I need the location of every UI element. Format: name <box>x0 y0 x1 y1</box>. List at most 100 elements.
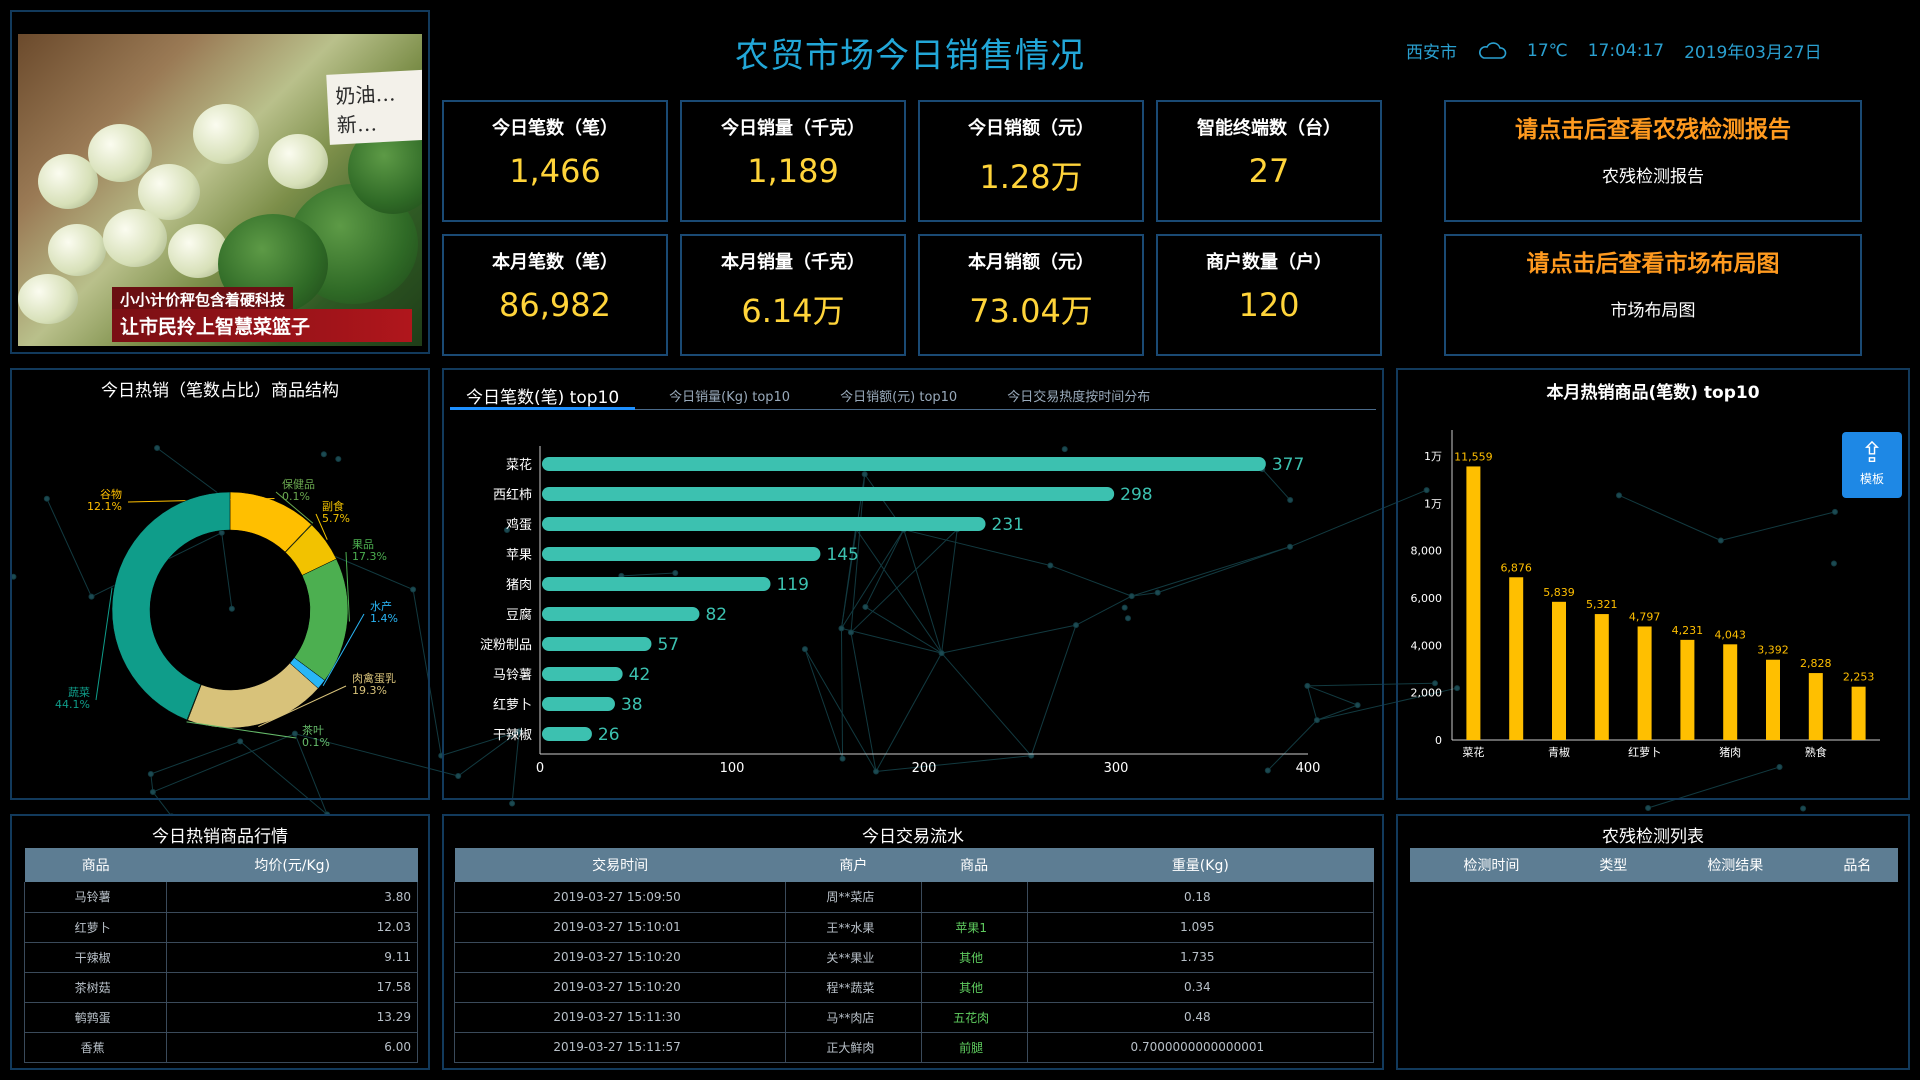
bar-item <box>1680 639 1695 740</box>
bar-value-label: 119 <box>776 575 808 595</box>
pesticide-report-link[interactable]: 请点击后查看农残检测报告 农残检测报告 <box>1444 100 1862 222</box>
news-caption-top: 小小计价秤包含着硬科技 <box>112 287 294 312</box>
bar-value-label: 11,559 <box>1454 450 1493 463</box>
kpi-value: 27 <box>1248 152 1290 190</box>
pesticide-check-panel: 农残检测列表 检测时间 类型 检测结果 品名 <box>1396 814 1910 1070</box>
table-cell: 前腿 <box>921 1032 1028 1063</box>
bar-猪肉 <box>1723 644 1738 740</box>
table-row[interactable]: 香蕉 6.00 <box>24 1032 418 1063</box>
column-header: 均价(元/Kg) <box>166 848 418 882</box>
kpi-label: 本月销量（千克） <box>721 252 865 273</box>
panel-title: 今日交易流水 <box>862 827 964 847</box>
bar-item <box>1851 686 1866 740</box>
flow-table-wrap[interactable]: 交易时间 商户 商品 重量(Kg) 2019-03-27 15:09:50 周**… <box>454 848 1374 1064</box>
bar-value-label: 4,797 <box>1629 610 1661 623</box>
x-tick-label: 400 <box>1296 761 1321 776</box>
x-tick-label: 100 <box>720 761 745 776</box>
kpi-value: 73.04万 <box>969 292 1093 330</box>
table-cell: 0.18 <box>1027 882 1374 913</box>
table-cell: 12.03 <box>166 912 418 943</box>
hot-goods-panel: 今日热销商品行情 商品 均价(元/Kg) 马铃薯 3.80 红萝卜 12.03 干辣椒 9… <box>10 814 430 1070</box>
table-cell: 1.095 <box>1027 912 1374 943</box>
x-tick-label: 红萝卜 <box>1628 746 1661 759</box>
tab-orders-top10[interactable]: 今日笔数(笔) top10 <box>450 376 636 410</box>
table-row[interactable]: 茶树菇 17.58 <box>24 972 418 1003</box>
hot-goods-table-wrap[interactable]: 商品 均价(元/Kg) 马铃薯 3.80 红萝卜 12.03 干辣椒 9.11 茶树菇 17.… <box>24 848 418 1064</box>
clock-time: 17:04:17 <box>1587 40 1665 61</box>
table-cell: 香蕉 <box>24 1032 168 1063</box>
table-row[interactable]: 干辣椒 9.11 <box>24 942 418 973</box>
donut-slice-肉禽蛋乳 <box>187 662 319 729</box>
link-title[interactable]: 请点击后查看市场布局图 <box>1526 251 1780 277</box>
kpi-value: 1,189 <box>747 152 839 190</box>
top10-orders-bar-chart: 0 100 200 300 400 菜花 377 西红柿 298 鸡蛋 231 苹果 145 猪肉 119 豆… <box>480 446 1321 776</box>
tab-volume-top10[interactable]: 今日销量(Kg) top10 <box>669 390 791 405</box>
kpi-month-volume: 本月销量（千克） 6.14万 <box>680 234 906 356</box>
city-label: 西安市 <box>1406 43 1457 63</box>
kpi-label: 智能终端数（台） <box>1197 118 1341 139</box>
slice-percent-label: 12.1% <box>87 500 122 513</box>
kpi-today-orders: 今日笔数（笔） 1,466 <box>442 100 668 222</box>
column-header: 重量(Kg) <box>1027 848 1374 882</box>
category-label: 菜花 <box>506 457 532 473</box>
bar-value-label: 4,043 <box>1714 628 1746 641</box>
link-title[interactable]: 请点击后查看农残检测报告 <box>1515 117 1791 143</box>
table-row[interactable]: 红萝卜 12.03 <box>24 912 418 943</box>
bar-红萝卜 <box>542 697 615 711</box>
market-layout-link[interactable]: 请点击后查看市场布局图 市场布局图 <box>1444 234 1862 356</box>
link-subtitle: 市场布局图 <box>1610 301 1696 321</box>
table-cell: 9.11 <box>166 942 418 973</box>
kpi-today-volume: 今日销量（千克） 1,189 <box>680 100 906 222</box>
bar-value-label: 3,392 <box>1757 644 1789 657</box>
slice-name-label: 果品 <box>352 538 374 551</box>
table-cell: 其他 <box>921 972 1028 1003</box>
bar-青椒 <box>1552 601 1566 740</box>
current-date: 2019年03月27日 <box>1684 43 1822 63</box>
kpi-month-orders: 本月笔数（笔） 86,982 <box>442 234 668 356</box>
table-cell: 3.80 <box>166 882 418 913</box>
bar-value-label: 4,231 <box>1672 624 1704 637</box>
column-header: 检测时间 <box>1410 848 1573 882</box>
kpi-value: 6.14万 <box>741 292 845 330</box>
bar-西红柿 <box>542 487 1115 501</box>
panel-title: 农残检测列表 <box>1602 827 1704 847</box>
bar-熟食 <box>1808 673 1823 740</box>
table-row[interactable]: 2019-03-27 15:10:01 王**水果 苹果1 1.095 <box>454 912 1374 943</box>
table-row[interactable]: 2019-03-27 15:09:50 周**菜店 0.18 <box>454 882 1374 913</box>
cloud-icon <box>1479 41 1507 59</box>
category-label: 红萝卜 <box>493 697 532 713</box>
table-row[interactable]: 鹌鹑蛋 13.29 <box>24 1002 418 1033</box>
bar-value-label: 26 <box>598 725 620 745</box>
table-row[interactable]: 2019-03-27 15:11:30 马**肉店 五花肉 0.48 <box>454 1002 1374 1033</box>
template-upload-button[interactable]: ⇪ 模板 <box>1842 432 1902 498</box>
table-cell: 6.00 <box>166 1032 418 1063</box>
leader-line <box>315 513 328 540</box>
slice-name-label: 蔬菜 <box>68 686 90 699</box>
x-tick-label: 200 <box>912 761 937 776</box>
table-cell: 马**肉店 <box>785 1002 922 1033</box>
tab-time-distribution[interactable]: 今日交易热度按时间分布 <box>1007 390 1151 405</box>
column-header: 品名 <box>1816 848 1898 882</box>
bar-红萝卜 <box>1637 626 1652 740</box>
bar-value-label: 5,321 <box>1586 598 1618 611</box>
table-cell: 13.29 <box>166 1002 418 1033</box>
slice-name-label: 肉禽蛋乳 <box>352 671 396 685</box>
kpi-value: 1.28万 <box>979 158 1083 196</box>
table-cell: 红萝卜 <box>24 912 168 943</box>
tab-sales-top10[interactable]: 今日销额(元) top10 <box>840 390 958 405</box>
table-row[interactable]: 2019-03-27 15:10:20 关**果业 其他 1.735 <box>454 942 1374 973</box>
bar-菜花 <box>1466 466 1481 740</box>
leader-line <box>322 613 365 686</box>
kpi-merchants: 商户数量（户） 120 <box>1156 234 1382 356</box>
bar-干辣椒 <box>542 727 592 741</box>
bar-item <box>1509 577 1524 740</box>
column-header: 商品 <box>24 848 167 882</box>
bar-豆腐 <box>542 607 700 621</box>
table-row[interactable]: 2019-03-27 15:11:57 正大鲜肉 前腿 0.7000000000000… <box>454 1032 1374 1063</box>
slice-name-label: 保健品 <box>282 477 315 491</box>
column-header: 检测结果 <box>1653 848 1817 882</box>
x-tick-label: 青椒 <box>1548 745 1570 759</box>
table-row[interactable]: 2019-03-27 15:10:20 程**蔬菜 其他 0.34 <box>454 972 1374 1003</box>
table-row[interactable]: 马铃薯 3.80 <box>24 882 418 913</box>
x-tick-label: 猪肉 <box>1719 746 1741 759</box>
